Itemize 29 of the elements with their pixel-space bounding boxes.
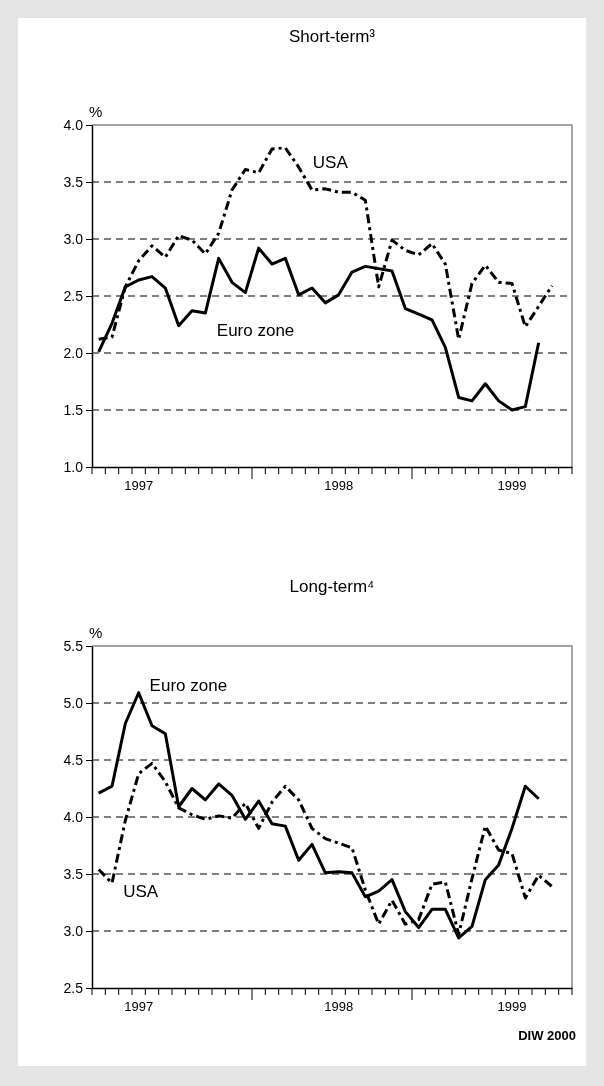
y-tick-label: 5.5 <box>63 637 84 654</box>
y-tick-label: 2.5 <box>63 287 84 304</box>
series-label: USA <box>123 881 159 901</box>
chart-title: Long-term⁴ <box>289 577 375 596</box>
y-tick-label: 4.0 <box>63 116 84 133</box>
y-axis-title: % <box>89 103 103 120</box>
y-tick-label: 5.0 <box>63 694 84 711</box>
series-label: Euro zone <box>216 321 295 341</box>
y-tick-label: 3.5 <box>63 865 84 882</box>
y-tick-label: 3.0 <box>63 922 84 939</box>
series-label: Euro zone <box>149 676 228 696</box>
x-tick-label: 1998 <box>324 478 354 494</box>
y-tick-label: 1.0 <box>63 458 84 475</box>
text: DIW 2000 <box>518 1028 576 1043</box>
x-tick-label: 1999 <box>497 999 527 1015</box>
chart-title: Short-term³ <box>289 27 376 46</box>
x-tick-label: 1997 <box>124 478 154 494</box>
x-tick-label: 1997 <box>124 999 154 1015</box>
y-tick-label: 3.5 <box>63 173 84 190</box>
y-tick-label: 3.0 <box>63 230 84 247</box>
x-tick-label: 1998 <box>324 999 354 1015</box>
y-tick-label: 2.0 <box>63 344 84 361</box>
y-axis-title: % <box>89 624 103 641</box>
x-tick-label: 1999 <box>497 478 527 494</box>
series-label: USA <box>312 153 349 173</box>
y-tick-label: 4.5 <box>63 751 84 768</box>
y-tick-label: 2.5 <box>63 979 84 996</box>
y-tick-label: 4.0 <box>63 808 84 825</box>
y-tick-label: 1.5 <box>63 401 84 418</box>
